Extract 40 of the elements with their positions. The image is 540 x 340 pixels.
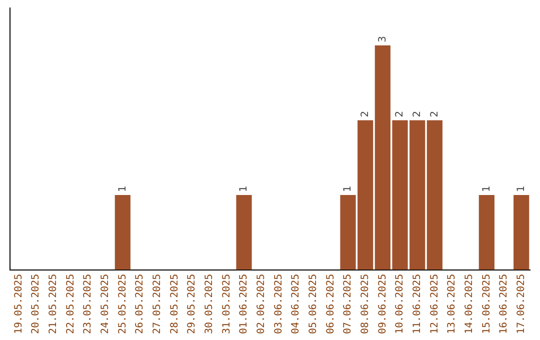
data-label: 2	[360, 110, 371, 118]
x-tick-label: 28.05.2025	[169, 274, 180, 334]
x-tick-label: 19.05.2025	[13, 274, 24, 334]
x-tick-label: 13.06.2025	[446, 274, 458, 334]
x-tick-label: 05.06.2025	[308, 274, 319, 334]
x-tick-label: 29.05.2025	[186, 274, 198, 334]
x-tick-label: 14.06.2025	[464, 274, 475, 334]
x-tick-label: 21.05.2025	[48, 274, 59, 334]
data-label: 2	[429, 110, 440, 118]
data-label: 3	[377, 36, 388, 42]
x-tick-label: 04.06.2025	[290, 274, 302, 334]
x-tick-label: 08.06.2025	[360, 274, 371, 334]
data-label: 1	[481, 186, 492, 192]
x-tick-label: 01.06.2025	[238, 274, 250, 334]
x-tick-label: 15.06.2025	[481, 274, 492, 334]
data-label: 2	[394, 110, 406, 118]
data-label: 1	[516, 186, 527, 192]
data-label: 1	[117, 186, 128, 192]
x-tick-label: 26.05.2025	[134, 274, 146, 334]
x-tick-label: 31.05.2025	[221, 274, 232, 334]
data-label: 1	[238, 186, 250, 192]
data-label: 1	[342, 186, 354, 192]
x-tick-label: 23.05.2025	[82, 274, 94, 334]
x-tick-label: 09.06.2025	[377, 274, 388, 334]
x-tick-label: 17.06.2025	[516, 274, 527, 334]
x-tick-label: 30.05.2025	[204, 274, 215, 334]
x-tick-label: 06.06.2025	[325, 274, 336, 334]
x-tick-label: 16.06.2025	[498, 274, 510, 334]
x-tick-label: 10.06.2025	[394, 274, 406, 334]
x-tick-label: 24.05.2025	[100, 274, 111, 334]
x-tick-label: 11.06.2025	[412, 274, 423, 334]
x-tick-label: 27.05.2025	[152, 274, 163, 334]
x-tick-label: 03.06.2025	[273, 274, 284, 334]
x-tick-label: 22.05.2025	[65, 274, 76, 334]
x-tick-label: 25.05.2025	[117, 274, 128, 334]
data-label: 2	[412, 110, 423, 118]
x-tick-label: 20.05.2025	[30, 274, 42, 334]
x-tick-label: 02.06.2025	[256, 274, 267, 334]
x-tick-label: 07.06.2025	[342, 274, 354, 334]
x-tick-label: 12.06.2025	[429, 274, 440, 334]
